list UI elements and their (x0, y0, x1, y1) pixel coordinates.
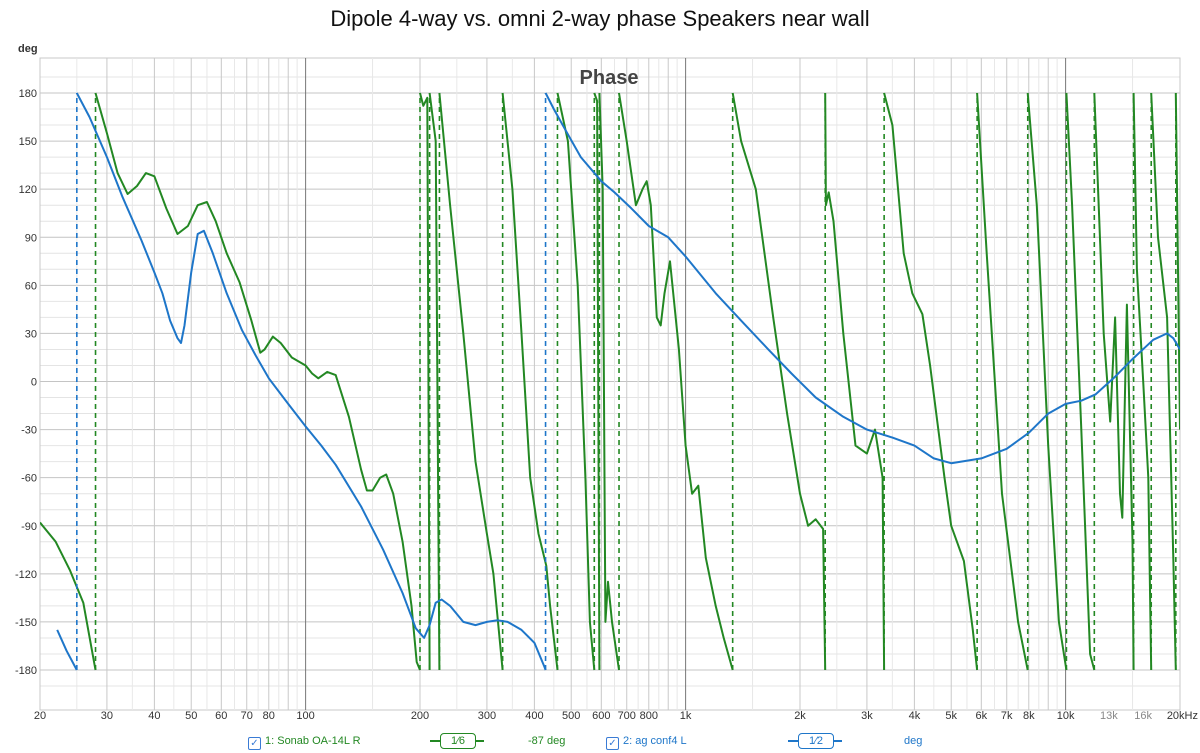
x-tick-label: 300 (478, 710, 496, 722)
series-line (40, 92, 1180, 671)
x-tick-label: 500 (562, 710, 580, 722)
chart-subtitle: Phase (580, 67, 639, 89)
series-line (56, 92, 1180, 671)
plot-frame (39, 57, 1181, 711)
series-layer (40, 92, 1180, 671)
y-tick-label: 150 (19, 136, 37, 148)
y-tick-label: -60 (21, 473, 37, 485)
series2-smoothing-button[interactable]: 1⁄2 (798, 733, 834, 749)
x-tick-label: 7k (1001, 710, 1013, 722)
legend-item-series2[interactable]: ✓ 2: ag conf4 L (606, 735, 687, 750)
x-tick-label: 3k (861, 710, 873, 722)
x-tick-label: 200 (411, 710, 429, 722)
x-tick-label: 4k (909, 710, 921, 722)
x-tick-label: 400 (525, 710, 543, 722)
y-axis-label: deg (18, 43, 38, 55)
chart-title: Dipole 4-way vs. omni 2-way phase Speake… (330, 6, 870, 31)
checkbox-icon[interactable]: ✓ (248, 737, 261, 750)
y-tick-label: 180 (19, 88, 37, 100)
y-tick-label: -90 (21, 521, 37, 533)
y-tick-label: -30 (21, 425, 37, 437)
y-tick-label: 0 (31, 377, 37, 389)
x-tick-label: 1k (680, 710, 692, 722)
series-1 (40, 92, 1180, 671)
y-tick-label: -120 (15, 569, 37, 581)
x-tick-label: 60 (215, 710, 227, 722)
legend: ✓ 1: Sonab OA-14L R 1⁄6 -87 deg ✓ 2: ag co… (0, 733, 1200, 753)
checkbox-icon[interactable]: ✓ (606, 737, 619, 750)
series2-cursor-value: deg (904, 735, 923, 747)
x-tick-label: 10k (1057, 710, 1075, 722)
x-tick-label: 40 (148, 710, 160, 722)
x-tick-label: 600 (592, 710, 610, 722)
x-tick-label: 800 (640, 710, 658, 722)
x-tick-label: 30 (101, 710, 113, 722)
legend-series2-label: 2: ag conf4 L (623, 735, 687, 747)
x-tick-label: 50 (185, 710, 197, 722)
x-tick-label: 16k (1134, 710, 1152, 722)
x-tick-label: 5k (945, 710, 957, 722)
x-tick-label: 100 (296, 710, 314, 722)
grid (39, 57, 1181, 711)
x-tick-label: 700 (618, 710, 636, 722)
legend-item-series1[interactable]: ✓ 1: Sonab OA-14L R (248, 735, 361, 750)
y-tick-label: 120 (19, 184, 37, 196)
x-tick-label: 80 (263, 710, 275, 722)
series1-cursor-value: -87 deg (528, 735, 566, 747)
x-tick-label: 2k (794, 710, 806, 722)
x-tick-label: 20kHz (1167, 710, 1198, 722)
x-tick-label: 8k (1023, 710, 1035, 722)
x-tick-label: 13k (1100, 710, 1118, 722)
x-tick-label: 20 (34, 710, 46, 722)
y-tick-label: 60 (25, 280, 37, 292)
series2-smoothing-label: 1⁄2 (808, 735, 824, 747)
y-tick-label: 90 (25, 232, 37, 244)
x-tick-label: 70 (241, 710, 253, 722)
y-tick-label: -180 (15, 665, 37, 677)
y-tick-label: 30 (25, 328, 37, 340)
x-tick-label: 6k (975, 710, 987, 722)
series1-smoothing-button[interactable]: 1⁄6 (440, 733, 476, 749)
legend-series1-label: 1: Sonab OA-14L R (265, 735, 361, 747)
series-2 (56, 92, 1180, 671)
y-tick-label: -150 (15, 617, 37, 629)
series1-smoothing-label: 1⁄6 (450, 735, 466, 747)
